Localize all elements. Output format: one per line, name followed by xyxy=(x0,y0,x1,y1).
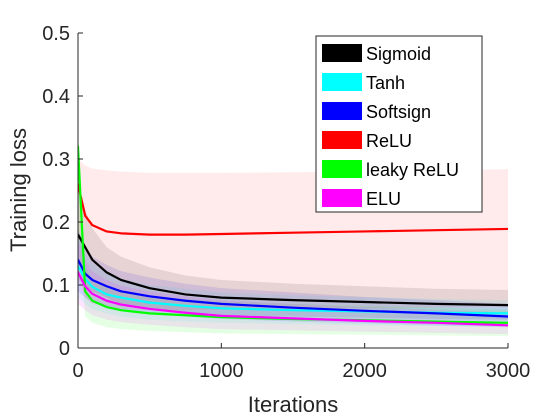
y-tick-label-3: 0.3 xyxy=(42,149,70,171)
axes xyxy=(77,33,508,349)
y-tick-label-1: 0.1 xyxy=(42,275,70,297)
legend-swatch-softsign xyxy=(322,102,362,120)
x-ticks: 0 1000 2000 3000 xyxy=(72,343,530,382)
line-elu xyxy=(78,271,508,327)
legend-label-sigmoid: Sigmoid xyxy=(366,44,431,64)
legend-swatch-relu xyxy=(322,131,362,149)
y-ticks: 0 0.1 0.2 0.3 0.4 0.5 xyxy=(42,23,83,360)
series-lines xyxy=(78,145,508,327)
legend-label-relu: ReLU xyxy=(366,131,412,151)
y-tick-label-4: 0.4 xyxy=(42,86,70,108)
y-tick-label-0: 0 xyxy=(59,338,70,360)
y-tick-label-2: 0.2 xyxy=(42,212,70,234)
x-tick-label-0: 0 xyxy=(72,360,83,382)
line-sigmoid xyxy=(78,233,508,307)
legend-swatch-sigmoid xyxy=(322,44,362,62)
y-tick-label-5: 0.5 xyxy=(42,23,70,45)
x-axis-label: Iterations xyxy=(248,392,339,417)
x-tick-label-3: 3000 xyxy=(486,360,531,382)
band-sigmoid xyxy=(78,190,508,320)
legend-swatch-elu xyxy=(322,189,362,207)
legend-swatch-leaky-relu xyxy=(322,160,362,178)
x-tick-label-2: 2000 xyxy=(342,360,387,382)
legend-label-tanh: Tanh xyxy=(366,73,405,93)
legend-swatch-tanh xyxy=(322,73,362,91)
legend-box xyxy=(315,35,483,213)
legend-label-elu: ELU xyxy=(366,189,401,209)
legend-label-softsign: Softsign xyxy=(366,102,431,122)
x-tick-label-1: 1000 xyxy=(199,360,244,382)
legend: Sigmoid Tanh Softsign ReLU leaky ReLU ELU xyxy=(315,35,483,213)
band-leaky-relu xyxy=(78,133,508,337)
line-softsign xyxy=(78,258,508,318)
band-elu xyxy=(78,240,508,335)
y-axis-label: Training loss xyxy=(6,128,31,252)
line-relu xyxy=(78,183,508,236)
legend-label-leaky-relu: leaky ReLU xyxy=(366,160,459,180)
